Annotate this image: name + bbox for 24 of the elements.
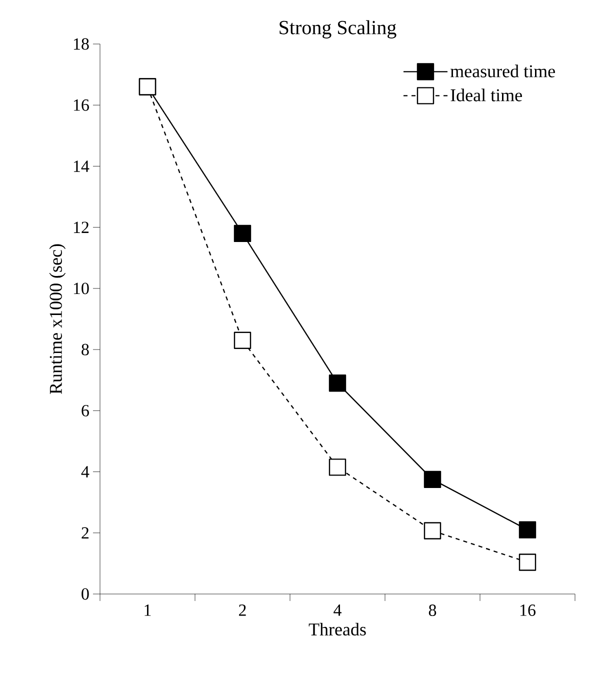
point [424,470,442,488]
y-tick-label: 16 [74,99,89,111]
point [328,374,346,392]
y-tick-label: 6 [82,404,89,416]
x-tick-label: 2 [239,604,246,616]
point [518,521,536,538]
y-tick-label: 18 [74,38,89,50]
y-tick-label: 14 [74,160,90,172]
y-tick-label: 0 [82,588,89,600]
y-tick-label: 8 [82,344,89,356]
x-axis-title: Threads [308,622,366,636]
y-tick-label: 4 [81,466,90,478]
y-tick-label: 2 [82,527,89,539]
x-tick-label: 1 [144,604,151,616]
y-axis-title: Runtime x1000 (sec) [49,244,66,394]
point [234,224,252,242]
legend-label: measured time [450,64,555,78]
chart-title: Strong Scaling [280,20,396,38]
x-tick-label: 16 [520,604,536,616]
y-tick-label: 12 [74,222,89,233]
x-tick-label: 8 [428,604,436,616]
x-tick-label: 4 [334,604,342,616]
y-tick-label: 10 [74,282,89,294]
legend-label: Ideal time [450,88,522,102]
